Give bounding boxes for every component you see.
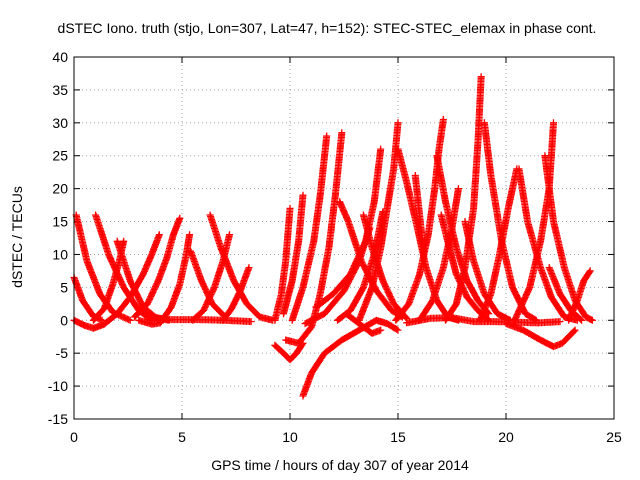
satellite-arc [565,267,594,324]
arc-marker-path [312,145,385,311]
arc-marker-path [359,211,411,322]
arc-marker-path [461,218,514,324]
y-tick-label: 40 [52,49,68,65]
arc-marker-path [271,204,294,324]
satellite-arc [461,218,514,324]
satellite-arc [271,339,307,364]
x-tick-label: 15 [390,429,406,445]
arc-marker-path [476,165,521,324]
y-tick-label: -10 [48,378,68,394]
y-tick-label: 35 [52,82,68,98]
satellite-arc [187,247,229,321]
plot-border [73,56,615,420]
arc-marker-path [416,185,462,324]
arc-marker-path [511,119,557,324]
satellite-arc [416,185,462,324]
y-tick-label: 0 [60,312,68,328]
y-tick-label: 25 [52,148,68,164]
y-tick-label: 20 [52,181,68,197]
chart-title: dSTEC Iono. truth (stjo, Lon=307, Lat=47… [58,20,597,36]
x-tick-label: 20 [498,429,514,445]
axis-ticks: 0 5 10 15 20 25 -15 -10 -5 0 5 10 15 20 25 30 35 40 [48,49,622,445]
arc-marker-path [189,231,233,324]
arc-marker-path [565,267,594,324]
x-tick-label: 25 [606,429,622,445]
x-tick-label: 0 [70,429,78,445]
x-axis-label: GPS time / hours of day 307 of year 2014 [211,457,469,473]
arc-marker-path [131,214,184,321]
y-tick-label: 15 [52,214,68,230]
y-axis-label: dSTEC / TECUs [9,186,25,288]
satellite-arc [282,129,346,347]
satellite-arc [502,320,579,351]
x-tick-label: 5 [178,429,186,445]
satellite-arc [288,132,331,324]
satellite-arc [359,211,411,322]
satellite-arc [476,165,521,324]
arc-marker-path [271,339,307,364]
arc-marker-path [282,129,346,347]
satellite-arc [189,231,233,324]
arc-marker-path [299,316,402,400]
satellite-arc [511,119,557,324]
arc-marker-path [288,132,331,324]
satellite-arc [312,145,385,311]
arc-marker-path [187,247,229,321]
arc-marker-path [280,191,307,318]
x-tick-label: 10 [282,429,298,445]
y-tick-label: -15 [48,411,68,427]
satellite-arc [271,204,294,324]
arc-marker-path [342,310,385,337]
y-tick-label: 5 [60,279,68,295]
data-marks [70,73,596,400]
y-tick-label: -5 [56,345,69,361]
arc-marker-path [502,320,579,351]
satellite-arc [131,214,184,321]
satellite-arc [342,310,385,337]
arc-marker-path [515,165,581,324]
y-tick-label: 30 [52,115,68,131]
y-tick-label: 10 [52,246,68,262]
satellite-arc [515,165,581,324]
satellite-arc [280,191,307,318]
satellite-arc [299,316,402,400]
